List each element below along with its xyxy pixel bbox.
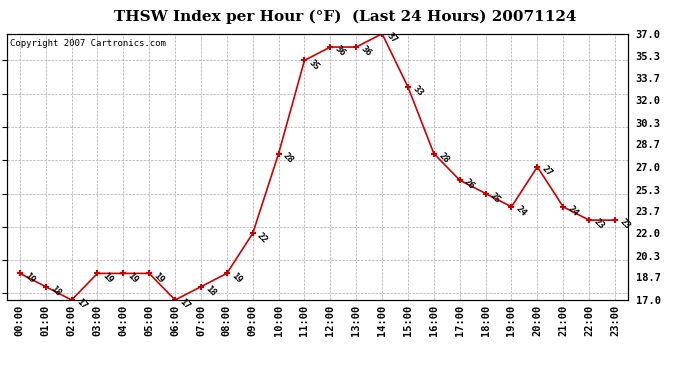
Text: 22: 22 [255,231,270,244]
Text: 18: 18 [48,284,63,298]
Text: 26: 26 [462,177,477,191]
Text: 33: 33 [411,84,425,98]
Text: 35: 35 [307,58,322,72]
Text: 27: 27 [540,164,554,178]
Text: 19: 19 [152,271,166,285]
Text: 24: 24 [514,204,529,218]
Text: 23: 23 [618,217,632,231]
Text: 18: 18 [204,284,218,298]
Text: 25: 25 [489,191,502,205]
Text: THSW Index per Hour (°F)  (Last 24 Hours) 20071124: THSW Index per Hour (°F) (Last 24 Hours)… [114,9,576,24]
Text: 17: 17 [178,297,192,311]
Text: 19: 19 [23,271,37,285]
Text: 19: 19 [126,271,140,285]
Text: 36: 36 [333,44,347,58]
Text: 37: 37 [385,31,399,45]
Text: 28: 28 [437,151,451,165]
Text: 17: 17 [75,297,88,311]
Text: Copyright 2007 Cartronics.com: Copyright 2007 Cartronics.com [10,39,166,48]
Text: 19: 19 [100,271,115,285]
Text: 19: 19 [230,271,244,285]
Text: 28: 28 [282,151,295,165]
Text: 23: 23 [592,217,606,231]
Text: 24: 24 [566,204,580,218]
Text: 36: 36 [359,44,373,58]
